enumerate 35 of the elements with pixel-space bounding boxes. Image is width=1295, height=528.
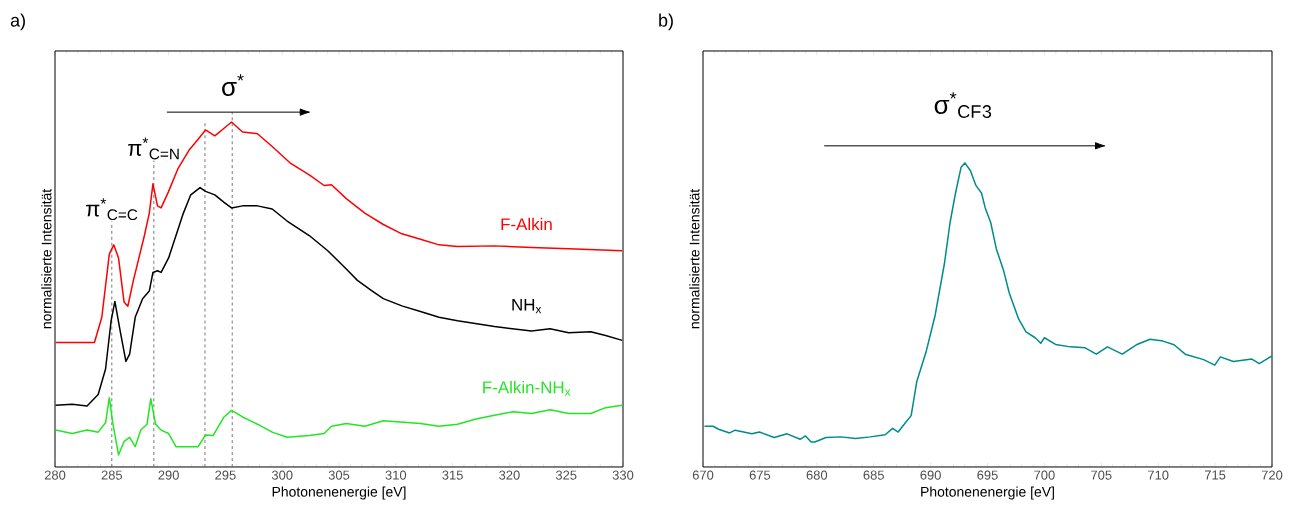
- ref-line-label: π$^{*}$C=N: [128, 137, 179, 160]
- y-axis-title: normalisierte Intensität: [689, 188, 700, 329]
- text: b): [659, 13, 673, 31]
- x-tick-label: 330: [612, 470, 634, 480]
- x-axis-title: Photonenenergie [eV]: [272, 486, 406, 500]
- x-tick-label: 670: [692, 470, 714, 480]
- x-tick-label: 715: [1204, 470, 1226, 480]
- x-tick-label: 685: [863, 470, 884, 480]
- x-tick-label: 720: [1261, 470, 1283, 480]
- x-tick-label: 705: [1091, 470, 1112, 480]
- x-tick-label: 325: [555, 470, 577, 480]
- x-tick-label: 305: [328, 470, 350, 480]
- x-tick-label: 310: [385, 470, 407, 480]
- x-tick-label: 710: [1148, 470, 1169, 480]
- x-tick-label: 290: [158, 470, 179, 480]
- x-tick-label: 700: [1034, 470, 1055, 480]
- text: σ$^{*}$: [222, 74, 244, 96]
- x-tick-label: 300: [271, 470, 293, 480]
- x-tick-label: 690: [920, 470, 941, 480]
- series-label: F-Alkin-NH$_{x}$: [483, 380, 571, 396]
- y-axis-title: normalisierte Intensität: [41, 188, 52, 329]
- x-tick-label: 315: [442, 470, 463, 480]
- ref-line-label: π$^{*}$C=C: [86, 198, 138, 221]
- x-tick-label: 280: [44, 470, 66, 480]
- series-label: F-Alkin: [501, 217, 552, 231]
- x-tick-label: 285: [101, 470, 123, 480]
- text: a): [10, 13, 25, 31]
- series-label: NH$_{x}$: [512, 298, 542, 314]
- x-tick-label: 675: [749, 470, 771, 480]
- x-axis-title: Photonenenergie [eV]: [921, 486, 1054, 500]
- x-tick-label: 295: [215, 470, 236, 480]
- x-tick-label: 680: [806, 470, 828, 480]
- x-tick-label: 320: [499, 470, 520, 480]
- x-tick-label: 695: [977, 470, 998, 480]
- text: σ$^{*}$CF3: [934, 92, 992, 118]
